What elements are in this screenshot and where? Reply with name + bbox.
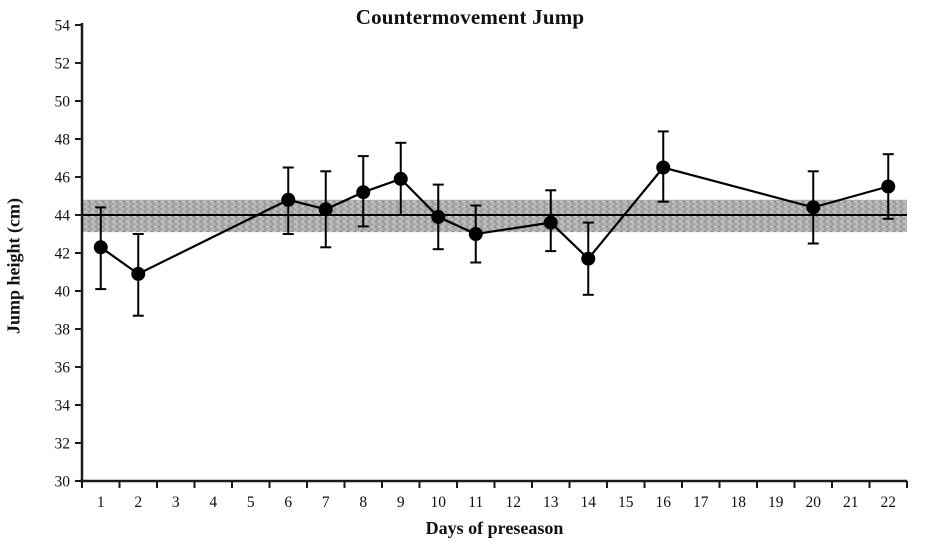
y-tick-label: 40 bbox=[55, 284, 71, 301]
x-tick-label: 5 bbox=[247, 494, 255, 511]
y-tick-label: 54 bbox=[55, 18, 71, 35]
chart-title: Countermovement Jump bbox=[355, 5, 585, 29]
data-point bbox=[431, 209, 446, 224]
data-point bbox=[131, 266, 146, 281]
x-tick-label: 10 bbox=[431, 494, 447, 511]
y-tick-label: 50 bbox=[55, 94, 71, 111]
x-tick-label: 9 bbox=[397, 494, 405, 511]
data-point bbox=[881, 179, 896, 194]
data-point bbox=[806, 200, 821, 215]
y-tick-label: 38 bbox=[55, 322, 71, 339]
x-tick-label: 19 bbox=[768, 494, 784, 511]
data-point bbox=[468, 227, 483, 241]
y-axis-label: Jump height (cm) bbox=[3, 198, 24, 334]
y-tick-label: 46 bbox=[55, 170, 71, 187]
y-tick-label: 30 bbox=[55, 474, 71, 491]
x-tick-label: 1 bbox=[97, 494, 105, 511]
y-tick-label: 42 bbox=[55, 246, 71, 263]
x-tick-label: 22 bbox=[881, 494, 897, 511]
data-point bbox=[543, 215, 558, 230]
data-point bbox=[393, 171, 408, 186]
x-tick-label: 20 bbox=[806, 494, 822, 511]
x-tick-label: 11 bbox=[468, 494, 483, 511]
y-tick-label: 32 bbox=[55, 436, 71, 453]
x-tick-label: 2 bbox=[134, 494, 142, 511]
data-point bbox=[581, 251, 596, 266]
y-tick-label: 36 bbox=[55, 360, 71, 377]
y-tick-label: 48 bbox=[55, 132, 71, 149]
x-tick-label: 18 bbox=[731, 494, 747, 511]
x-tick-label: 15 bbox=[618, 494, 634, 511]
x-tick-label: 17 bbox=[693, 494, 709, 511]
x-tick-label: 14 bbox=[581, 494, 597, 511]
y-tick-label: 44 bbox=[55, 208, 71, 225]
x-axis-label: Days of preseason bbox=[425, 518, 564, 538]
x-tick-label: 6 bbox=[284, 494, 292, 511]
data-point bbox=[356, 185, 371, 200]
data-point bbox=[656, 160, 671, 175]
x-tick-label: 3 bbox=[172, 494, 180, 511]
data-point bbox=[318, 202, 333, 217]
data-point bbox=[93, 240, 108, 255]
x-tick-label: 7 bbox=[322, 494, 330, 511]
x-tick-label: 4 bbox=[209, 494, 217, 511]
y-tick-label: 34 bbox=[55, 398, 71, 415]
x-tick-label: 21 bbox=[843, 494, 859, 511]
x-tick-label: 16 bbox=[656, 494, 672, 511]
x-tick-label: 12 bbox=[506, 494, 522, 511]
x-tick-label: 8 bbox=[359, 494, 367, 511]
y-tick-label: 52 bbox=[55, 56, 71, 73]
data-point bbox=[281, 192, 296, 207]
x-tick-label: 13 bbox=[543, 494, 559, 511]
